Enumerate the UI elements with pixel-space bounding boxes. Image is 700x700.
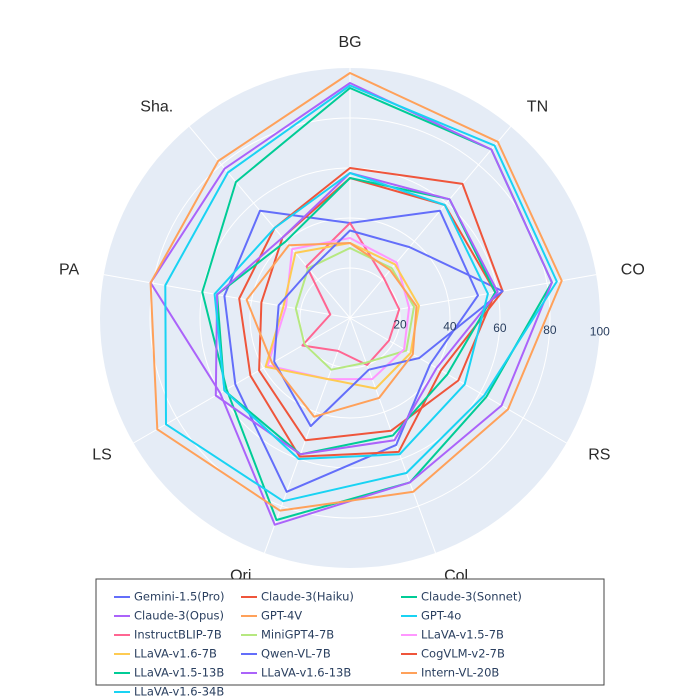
legend-label-11: CogVLM-v2-7B xyxy=(421,647,505,661)
legend-label-9: LLaVA-v1.6-7B xyxy=(134,647,217,661)
legend-label-15: LLaVA-v1.6-34B xyxy=(134,685,224,699)
legend-box xyxy=(95,578,605,686)
radial-tick-label: 60 xyxy=(493,321,507,335)
legend-label-14: Intern-VL-20B xyxy=(421,666,499,680)
legend-label-2: Claude-3(Sonnet) xyxy=(421,590,522,604)
series-line-14 xyxy=(245,242,418,418)
axis-label-2: CO xyxy=(621,261,645,278)
legend: Gemini-1.5(Pro) Claude-3(Haiku) Claude-3(S… xyxy=(95,578,605,699)
series-line-15 xyxy=(213,172,489,460)
axis-label-1: TN xyxy=(527,99,548,116)
series-line-3 xyxy=(149,82,553,526)
legend-label-0: Gemini-1.5(Pro) xyxy=(134,590,225,604)
series-lines xyxy=(149,72,563,526)
legend-label-3: Claude-3(Opus) xyxy=(134,609,224,623)
axis-label-3: RS xyxy=(588,447,610,464)
series-line-0 xyxy=(223,209,479,493)
legend-label-6: InstructBLIP-7B xyxy=(134,628,222,642)
legend-label-1: Claude-3(Haiku) xyxy=(261,590,354,604)
series-line-12 xyxy=(216,177,497,456)
radial-tick-label: 40 xyxy=(443,319,457,333)
spoke-6 xyxy=(133,317,351,444)
series-line-11 xyxy=(258,177,497,442)
radial-tick-labels: 20 40 60 80 100 xyxy=(393,317,610,338)
legend-label-13: LLaVA-v1.6-13B xyxy=(261,666,351,680)
legend-label-5: GPT-4o xyxy=(421,609,461,623)
axis-label-8: Sha. xyxy=(140,99,173,116)
legend-label-4: GPT-4V xyxy=(261,609,302,623)
series-line-4 xyxy=(149,72,563,512)
legend-label-10: Qwen-VL-7B xyxy=(261,647,331,661)
series-line-6 xyxy=(301,222,401,366)
spoke-5 xyxy=(264,317,351,554)
spoke-7 xyxy=(103,274,351,319)
legend-label-8: LLaVA-v1.5-7B xyxy=(421,628,504,642)
series-line-10 xyxy=(273,229,504,428)
legend-label-12: LLaVA-v1.5-13B xyxy=(134,666,224,680)
axis-label-7: PA xyxy=(59,261,79,278)
radial-tick-label: 20 xyxy=(393,317,407,331)
axis-label-0: BG xyxy=(338,34,361,51)
axis-label-6: LS xyxy=(92,447,112,464)
series-line-9 xyxy=(264,242,420,390)
radial-tick-label: 80 xyxy=(543,323,557,337)
series-line-5 xyxy=(164,84,558,503)
series-line-13 xyxy=(214,172,499,456)
spoke-2 xyxy=(349,274,597,319)
legend-label-7: MiniGPT4-7B xyxy=(261,628,334,642)
spoke-1 xyxy=(349,126,512,319)
spoke-8 xyxy=(188,126,351,319)
radial-tick-label: 100 xyxy=(590,324,610,338)
